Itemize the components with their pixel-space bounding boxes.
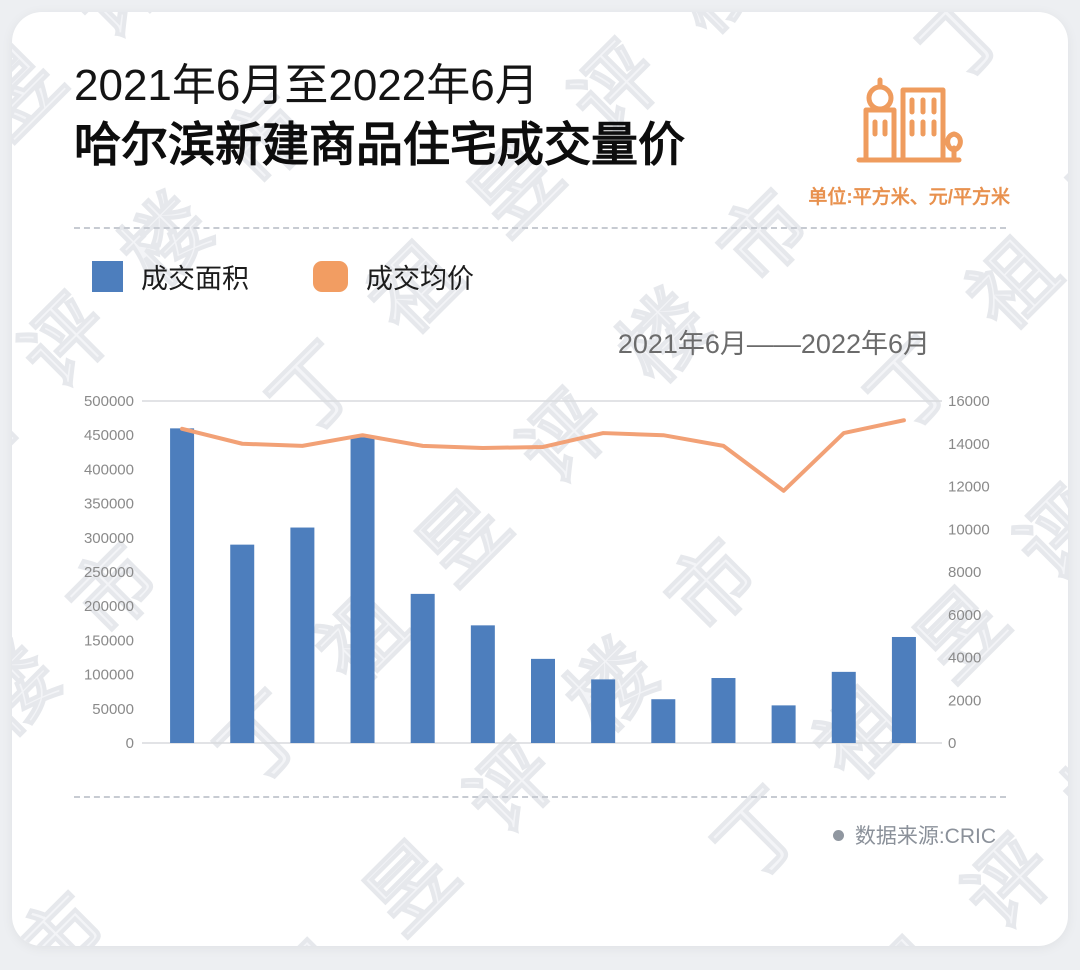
svg-text:8000: 8000 bbox=[948, 564, 981, 581]
bar-2022年4月 bbox=[771, 705, 796, 743]
bar-legend-swatch bbox=[92, 261, 123, 292]
source-dot-icon bbox=[832, 829, 844, 841]
svg-text:50000: 50000 bbox=[92, 701, 134, 718]
bar-2022年3月 bbox=[711, 678, 736, 743]
svg-text:10000: 10000 bbox=[948, 521, 990, 538]
svg-text:100000: 100000 bbox=[84, 667, 134, 684]
bar-2022年2月 bbox=[651, 699, 676, 743]
svg-text:0: 0 bbox=[126, 735, 134, 752]
svg-text:400000: 400000 bbox=[84, 461, 134, 478]
bar-2021年7月 bbox=[230, 544, 255, 743]
header: 2021年6月至2022年6月 哈尔滨新建商品住宅成交量价 bbox=[12, 12, 1068, 227]
legend: 成交面积 成交均价 bbox=[12, 229, 1068, 296]
bar-2021年12月 bbox=[531, 658, 555, 743]
legend-item-area: 成交面积 bbox=[92, 257, 249, 296]
svg-text:300000: 300000 bbox=[84, 530, 134, 547]
chart-area: 0 50000 100000 150000 200000 250000 300000 3500… bbox=[12, 365, 1068, 778]
bar-2021年10月 bbox=[410, 593, 435, 743]
bar-2022年1月 bbox=[591, 679, 616, 743]
bar-2021年8月 bbox=[290, 527, 315, 743]
page-title: 哈尔滨新建商品住宅成交量价 bbox=[74, 118, 685, 171]
combo-chart: 0500001000001500002000002500003000003500… bbox=[84, 393, 990, 752]
header-right: 单位:平方米、元/平方米 bbox=[808, 58, 1010, 209]
divider-bottom bbox=[74, 796, 1006, 798]
svg-text:2000: 2000 bbox=[948, 692, 981, 709]
data-source: 数据来源:CRIC bbox=[854, 825, 996, 848]
buildings-icon bbox=[856, 77, 964, 163]
bar-2021年9月 bbox=[350, 437, 375, 743]
unit-note: 单位:平方米、元/平方米 bbox=[808, 187, 1010, 208]
svg-text:500000: 500000 bbox=[84, 393, 134, 410]
svg-text:0: 0 bbox=[948, 735, 956, 752]
bar-2021年11月 bbox=[470, 625, 495, 743]
title-period: 2021年6月至2022年6月 bbox=[74, 61, 539, 110]
svg-text:150000: 150000 bbox=[84, 632, 134, 649]
svg-text:6000: 6000 bbox=[948, 607, 981, 624]
legend-item-price: 成交均价 bbox=[313, 257, 474, 296]
titles: 2021年6月至2022年6月 哈尔滨新建商品住宅成交量价 bbox=[74, 58, 685, 176]
legend-label-price: 成交均价 bbox=[366, 264, 474, 294]
svg-text:250000: 250000 bbox=[84, 564, 134, 581]
divider-top bbox=[74, 227, 1006, 229]
footer: 数据来源:CRIC bbox=[12, 798, 1068, 850]
price-line bbox=[180, 418, 906, 493]
svg-text:450000: 450000 bbox=[84, 427, 134, 444]
svg-text:14000: 14000 bbox=[948, 436, 990, 453]
svg-text:16000: 16000 bbox=[948, 393, 990, 410]
chart-range-subtitle: 2021年6月——2022年6月 bbox=[617, 329, 930, 359]
legend-label-area: 成交面积 bbox=[141, 264, 249, 294]
bar-2022年6月 bbox=[891, 636, 916, 743]
bar-2021年6月 bbox=[170, 428, 195, 743]
bar-2022年5月 bbox=[831, 671, 856, 743]
chart-card: 丁祖昱评楼市 丁祖昱评楼市 丁祖昱评楼市 丁祖昱评楼市 丁祖昱评楼市 丁祖昱评楼… bbox=[12, 12, 1068, 946]
line-legend-swatch bbox=[313, 261, 348, 292]
svg-text:200000: 200000 bbox=[84, 598, 134, 615]
svg-text:4000: 4000 bbox=[948, 650, 981, 667]
svg-text:350000: 350000 bbox=[84, 496, 134, 513]
svg-text:12000: 12000 bbox=[948, 479, 990, 496]
